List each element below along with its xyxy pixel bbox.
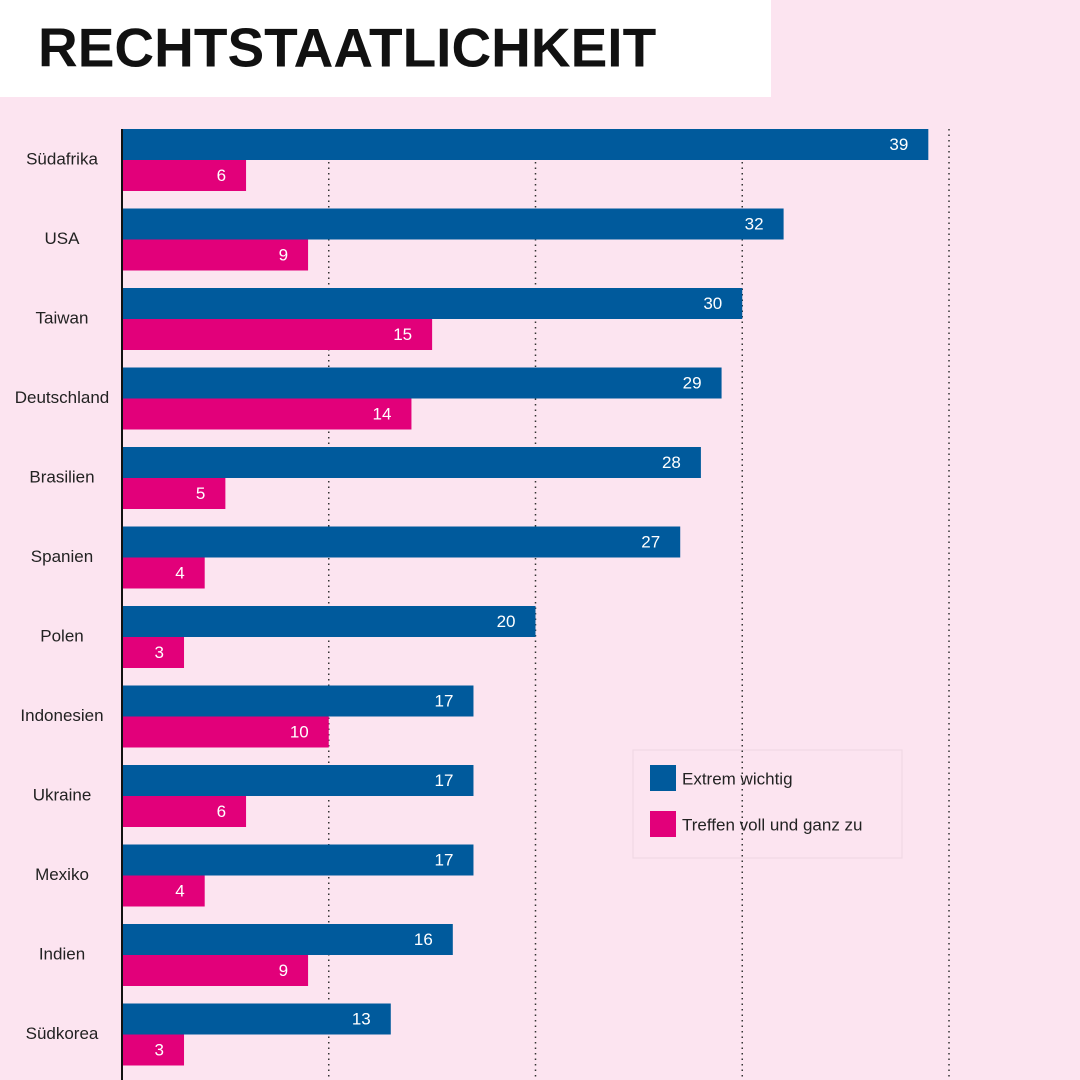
- value-label: 29: [683, 373, 702, 392]
- legend-swatch: [650, 811, 676, 837]
- value-label: 14: [373, 404, 392, 423]
- value-label: 3: [155, 1040, 164, 1059]
- bar: [122, 685, 474, 717]
- bar: [122, 716, 329, 748]
- bar: [122, 606, 536, 637]
- y-tick-label: Ukraine: [33, 785, 92, 804]
- bar: [122, 367, 722, 399]
- bar: [122, 557, 205, 589]
- y-tick-label: Südkorea: [26, 1024, 99, 1043]
- value-label: 5: [196, 484, 205, 503]
- y-tick-label: Spanien: [31, 547, 93, 566]
- y-tick-label: Brasilien: [29, 467, 94, 486]
- y-tick-label: Deutschland: [15, 388, 110, 407]
- bar: [122, 160, 247, 191]
- bar: [122, 478, 226, 509]
- bar: [122, 844, 474, 876]
- bar: [122, 319, 433, 350]
- y-tick-label: Südafrika: [26, 149, 98, 168]
- value-label: 9: [279, 961, 288, 980]
- value-label: 4: [175, 563, 184, 582]
- bar: [122, 955, 309, 986]
- value-label: 9: [279, 245, 288, 264]
- legend-label: Extrem wichtig: [682, 769, 793, 788]
- value-label: 17: [435, 691, 454, 710]
- y-tick-label: Indonesien: [20, 706, 103, 725]
- bar: [122, 1034, 185, 1066]
- value-label: 30: [703, 294, 722, 313]
- bar: [122, 129, 929, 160]
- legend-swatch: [650, 765, 676, 791]
- value-label: 28: [662, 453, 681, 472]
- bar: [122, 208, 784, 240]
- value-label: 13: [352, 1009, 371, 1028]
- value-label: 15: [393, 325, 412, 344]
- value-label: 17: [435, 771, 454, 790]
- legend-box: [632, 749, 903, 859]
- bar: [122, 875, 205, 907]
- value-label: 6: [217, 802, 226, 821]
- bar: [122, 765, 474, 796]
- bar: [122, 239, 309, 271]
- y-tick-label: Polen: [40, 626, 83, 645]
- title-box: [0, 0, 771, 97]
- bar: [122, 1003, 391, 1035]
- y-tick-label: USA: [45, 229, 81, 248]
- y-tick-label: Indien: [39, 944, 85, 963]
- bar: [122, 637, 185, 668]
- value-label: 10: [290, 722, 309, 741]
- bar: [122, 288, 743, 319]
- bar: [122, 796, 247, 827]
- value-label: 32: [745, 214, 764, 233]
- bar: [122, 398, 412, 430]
- legend-label: Treffen voll und ganz zu: [682, 815, 863, 834]
- chart-title: RECHTSTAATLICHKEIT: [38, 17, 656, 79]
- bar: [122, 924, 453, 955]
- value-label: 4: [175, 881, 184, 900]
- bar: [122, 526, 681, 558]
- value-label: 16: [414, 930, 433, 949]
- value-label: 39: [889, 135, 908, 154]
- value-label: 3: [155, 643, 164, 662]
- value-label: 17: [435, 850, 454, 869]
- y-tick-label: Taiwan: [36, 308, 89, 327]
- value-label: 20: [497, 612, 516, 631]
- value-label: 27: [641, 532, 660, 551]
- bar: [122, 447, 701, 478]
- value-label: 6: [217, 166, 226, 185]
- y-tick-label: Mexiko: [35, 865, 89, 884]
